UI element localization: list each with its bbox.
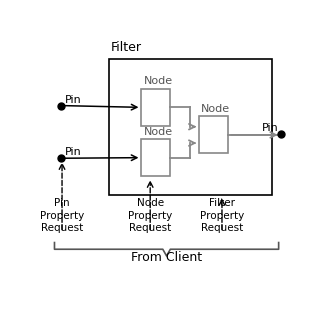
Bar (141, 89, 170, 126)
Text: Pin
Property
Request: Pin Property Request (40, 198, 84, 233)
Bar (109, 59, 272, 195)
Text: From Client: From Client (131, 251, 202, 264)
Text: Pin: Pin (65, 95, 81, 104)
Text: Node: Node (144, 128, 173, 137)
Text: Node
Property
Request: Node Property Request (128, 198, 172, 233)
Text: Filter: Filter (111, 41, 142, 54)
Text: Pin: Pin (65, 147, 81, 157)
Text: Pin: Pin (262, 123, 279, 133)
Text: Node: Node (144, 77, 173, 86)
Bar (199, 116, 228, 153)
Text: Filter
Property
Request: Filter Property Request (200, 198, 244, 233)
Text: Node: Node (201, 104, 230, 114)
Bar (141, 139, 170, 176)
